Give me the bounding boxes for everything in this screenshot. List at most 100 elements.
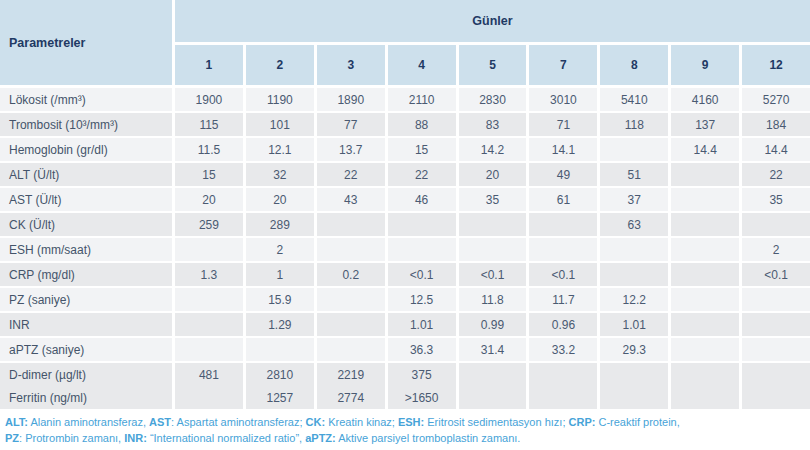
- value-cell: 2219: [317, 363, 385, 386]
- value-cell: [246, 338, 314, 361]
- value-cell: 1890: [317, 88, 385, 111]
- value-cell: 1: [246, 263, 314, 286]
- row-label: PZ (saniye): [0, 288, 172, 311]
- abbreviation: CRP:: [569, 416, 596, 428]
- footnote-text: : Protrombin zamanı,: [19, 432, 124, 444]
- abbreviation: ESH:: [398, 416, 424, 428]
- value-cell: 33.2: [529, 338, 597, 361]
- value-cell: [742, 288, 810, 311]
- value-cell: [742, 313, 810, 336]
- value-cell: [671, 288, 739, 311]
- value-cell: 61: [529, 188, 597, 211]
- value-cell: [317, 238, 385, 261]
- value-cell: 289: [246, 213, 314, 236]
- value-cell: 22: [742, 163, 810, 186]
- value-cell: 2110: [388, 88, 456, 111]
- value-cell: 184: [742, 113, 810, 136]
- value-cell: 1.3: [175, 263, 243, 286]
- value-cell: [600, 363, 668, 386]
- value-cell: 12.1: [246, 138, 314, 161]
- value-cell: 31.4: [459, 338, 527, 361]
- footnote-text: : Aspartat aminotransferaz;: [171, 416, 306, 428]
- value-cell: 15: [175, 163, 243, 186]
- value-cell: 11.8: [459, 288, 527, 311]
- day-column-header: 2: [246, 45, 314, 85]
- value-cell: 22: [317, 163, 385, 186]
- value-cell: <0.1: [529, 263, 597, 286]
- value-cell: [388, 238, 456, 261]
- row-label: CRP (mg/dl): [0, 263, 172, 286]
- row-label: aPTZ (saniye): [0, 338, 172, 361]
- value-cell: 1.01: [600, 313, 668, 336]
- value-cell: <0.1: [742, 263, 810, 286]
- value-cell: [175, 313, 243, 336]
- footnote-text: “International normalized ratio”,: [147, 432, 305, 444]
- abbreviations-footnote: ALT: Alanin aminotransferaz, AST: Aspart…: [0, 415, 810, 446]
- value-cell: 12.5: [388, 288, 456, 311]
- day-column-header: 5: [459, 45, 527, 85]
- value-cell: 12.2: [600, 288, 668, 311]
- row-label: ESH (mm/saat): [0, 238, 172, 261]
- table-row: D-dimer (µg/lt)48128102219375: [0, 363, 810, 386]
- value-cell: [671, 363, 739, 386]
- value-cell: [529, 386, 597, 409]
- value-cell: [175, 338, 243, 361]
- value-cell: [529, 238, 597, 261]
- value-cell: [459, 238, 527, 261]
- value-cell: [742, 363, 810, 386]
- abbreviation: INR:: [124, 432, 147, 444]
- value-cell: [388, 213, 456, 236]
- value-cell: 137: [671, 113, 739, 136]
- day-column-header: 4: [388, 45, 456, 85]
- table-row: Hemoglobin (gr/dl)11.512.113.71514.214.1…: [0, 138, 810, 161]
- value-cell: 5270: [742, 88, 810, 111]
- row-label: D-dimer (µg/lt): [0, 363, 172, 386]
- value-cell: 32: [246, 163, 314, 186]
- value-cell: 11.7: [529, 288, 597, 311]
- value-cell: [529, 213, 597, 236]
- value-cell: 37: [600, 188, 668, 211]
- days-header-group: Günler 1234578912: [175, 0, 810, 85]
- table-row: aPTZ (saniye)36.331.433.229.3: [0, 338, 810, 361]
- value-cell: 22: [388, 163, 456, 186]
- value-cell: 1900: [175, 88, 243, 111]
- value-cell: [600, 238, 668, 261]
- value-cell: [742, 338, 810, 361]
- value-cell: 51: [600, 163, 668, 186]
- footnote-text: Alanin aminotransferaz,: [28, 416, 149, 428]
- value-cell: 14.4: [671, 138, 739, 161]
- table-row: ESH (mm/saat)22: [0, 238, 810, 261]
- value-cell: 49: [529, 163, 597, 186]
- value-cell: 71: [529, 113, 597, 136]
- value-cell: 46: [388, 188, 456, 211]
- value-cell: 2830: [459, 88, 527, 111]
- row-label: INR: [0, 313, 172, 336]
- value-cell: 2810: [246, 363, 314, 386]
- value-cell: [742, 386, 810, 409]
- abbreviation: ALT:: [5, 416, 28, 428]
- lab-results-table: Parametreler Günler 1234578912 Lökosit (…: [0, 0, 810, 409]
- value-cell: 35: [459, 188, 527, 211]
- row-label: Lökosit (/mm³): [0, 88, 172, 111]
- days-group-header: Günler: [175, 0, 810, 42]
- value-cell: [671, 238, 739, 261]
- table-body: Lökosit (/mm³)19001190189021102830301054…: [0, 88, 810, 409]
- row-label: Trombosit (10³/mm³): [0, 113, 172, 136]
- table-row: INR1.291.010.990.961.01: [0, 313, 810, 336]
- value-cell: [671, 213, 739, 236]
- day-number-row: 1234578912: [175, 45, 810, 85]
- value-cell: 3010: [529, 88, 597, 111]
- abbreviation: PZ: [5, 432, 19, 444]
- footnote-line: PZ: Protrombin zamanı, INR: “Internation…: [5, 431, 810, 447]
- value-cell: [671, 313, 739, 336]
- abbreviation: AST: [149, 416, 171, 428]
- table-row: Ferritin (ng/ml)12572774>1650: [0, 386, 810, 409]
- value-cell: 2: [742, 238, 810, 261]
- value-cell: 5410: [600, 88, 668, 111]
- day-column-header: 7: [529, 45, 597, 85]
- abbreviation: CK:: [306, 416, 326, 428]
- value-cell: 0.96: [529, 313, 597, 336]
- value-cell: [317, 288, 385, 311]
- value-cell: 43: [317, 188, 385, 211]
- value-cell: 1257: [246, 386, 314, 409]
